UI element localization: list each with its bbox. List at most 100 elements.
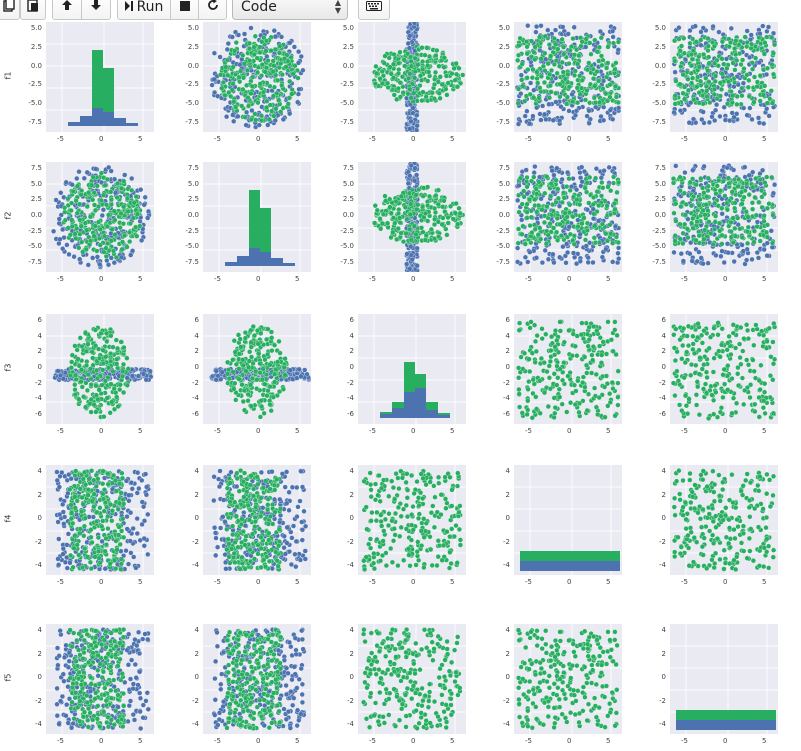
scatter-point [696,202,702,208]
scatter-point [271,28,277,34]
scatter-point [98,197,104,204]
scatter-point [108,381,114,387]
scatter-point [277,43,283,49]
x-tick-label: -5 [369,275,376,283]
scatter-point [612,206,618,212]
scatter-point [109,399,115,405]
scatter-point [596,78,602,84]
stop-button[interactable] [170,0,199,20]
y-tick-label: 5.0 [30,24,42,32]
scatter-point [286,95,292,101]
move-cell-down-button[interactable] [81,0,111,20]
scatter-point [77,256,83,262]
scatter-point [546,95,553,101]
histogram-bar [237,256,249,266]
scatter-point [596,99,603,105]
command-palette-button[interactable] [358,0,390,20]
paste-cell-button[interactable] [20,0,46,20]
scatter-point [385,220,391,226]
scatter-point [766,113,772,119]
scatter-point [114,194,120,201]
scatter-point [436,234,442,240]
scatter-point [714,102,720,108]
panel-svg [203,162,311,272]
y-tick-label: 7.5 [498,164,510,172]
scatter-point [87,214,93,220]
scatter-point [574,187,580,193]
scatter-point [710,39,716,45]
restart-kernel-button[interactable] [198,0,227,20]
y-tick-label: 2 [37,347,42,356]
scatter-point [573,108,580,114]
scatter-point [687,179,693,185]
run-button[interactable]: Run [117,0,171,20]
scatter-point [120,221,126,227]
cell-type-select[interactable]: Code ▲ ▼ [232,0,348,20]
scatter-point [518,91,524,97]
scatter-point [612,223,618,229]
scatter-point [407,211,413,218]
scatter-point [97,226,103,232]
scatter-point [680,90,686,96]
scatter-point [752,194,758,200]
scatter-point [271,113,277,119]
scatter-point [541,213,548,219]
scatter-point [402,63,408,69]
scatter-point [531,87,537,93]
scatter-point [739,93,745,99]
restart-icon [207,0,219,15]
histogram-bar [103,112,114,126]
scatter-point [579,77,585,83]
x-tick-label: 0 [256,275,261,283]
scatter-point [225,72,231,78]
scatter-point [374,70,380,76]
scatter-point [571,72,578,78]
y-tick-label: -2.5 [185,80,199,89]
scatter-point [432,69,439,75]
scatter-point [709,114,715,120]
scatter-point [76,396,82,402]
scatter-point [233,104,239,110]
scatter-point [450,216,456,222]
scatter-point [455,221,461,227]
scatter-point [288,54,294,60]
scatter-point [726,79,732,85]
scatter-point [217,72,224,78]
scatter-point [584,67,590,73]
move-cell-up-button[interactable] [52,0,82,20]
scatter-point [94,367,100,373]
run-label: Run [136,0,164,15]
scatter-point [764,222,770,228]
scatter-point [750,169,756,175]
scatter-point [411,90,417,96]
pairplot-panel-f2-f2 [203,162,311,272]
scatter-point [408,58,414,64]
scatter-point [60,376,66,382]
scatter-point [672,93,678,99]
scatter-point [566,61,572,67]
scatter-point [590,201,596,207]
scatter-point [87,366,94,372]
scatter-point [267,83,273,89]
scatter-point [85,341,91,347]
scatter-point [725,175,731,181]
scatter-point [713,252,719,258]
copy-icon [3,0,15,16]
y-tick-label: -7.5 [28,258,42,266]
scatter-point [265,58,271,64]
scatter-point [582,97,589,103]
scatter-point [407,33,413,39]
scatter-point [108,238,114,244]
scatter-point [378,226,384,232]
scatter-point [704,194,710,200]
scatter-point [735,215,741,221]
scatter-point [107,410,113,416]
scatter-point [252,111,258,117]
scatter-point [764,234,770,240]
x-tick-label: 5 [606,135,611,143]
scatter-point [584,220,590,226]
scatter-point [395,70,402,76]
copy-cell-button[interactable] [0,0,20,20]
scatter-point [734,101,740,107]
scatter-point [700,109,706,115]
